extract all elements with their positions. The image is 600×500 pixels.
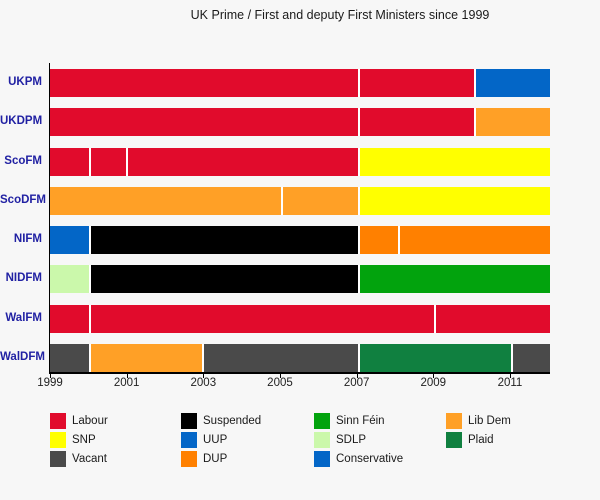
y-axis-line [49, 63, 50, 373]
axis-tick [126, 373, 128, 378]
row-label-ukpm: UKPM [8, 76, 42, 88]
segment-scofm-labour [90, 147, 127, 176]
segment-waldfm-vacant [511, 343, 551, 372]
chart-title: UK Prime / First and deputy First Minist… [190, 8, 490, 22]
legend-swatch-suspended [181, 413, 197, 429]
legend-swatch-snp [50, 432, 66, 448]
segment-divider [474, 108, 477, 137]
legend-label-sdlp: SDLP [336, 434, 367, 446]
legend-swatch-plaid [446, 432, 462, 448]
segment-divider [474, 69, 477, 97]
segment-divider [357, 265, 360, 294]
axis-tick-label: 2009 [420, 377, 447, 389]
segment-scodfm-libdem [50, 186, 282, 215]
segment-waldfm-vacant [203, 343, 359, 372]
legend-swatch-sinnfein [314, 413, 330, 429]
segment-ukdpm-libdem [475, 108, 551, 137]
segment-divider [397, 226, 400, 254]
segment-ukpm-labour [50, 69, 359, 97]
axis-tick [279, 373, 281, 378]
axis-tick-label: 2005 [267, 377, 293, 389]
segment-divider [89, 147, 92, 176]
segment-scofm-snp [358, 147, 551, 176]
row-label-scodfm: ScoDFM [0, 193, 46, 206]
row-label-waldfm: WalDFM [0, 350, 45, 363]
axis-tick [509, 373, 511, 378]
legend-label-uup: UUP [203, 434, 228, 446]
segment-divider [357, 108, 360, 137]
legend-swatch-dup [181, 451, 197, 467]
legend-label-libdem: Lib Dem [468, 415, 511, 427]
legend-swatch-sdlp [314, 432, 330, 448]
row-label-nifm: NIFM [13, 233, 42, 245]
segment-divider [89, 304, 92, 333]
legend-label-vacant: Vacant [72, 453, 107, 465]
legend-label-conservative: Conservative [336, 453, 404, 465]
segment-ukdpm-labour [358, 108, 476, 137]
segment-ukpm-labour [358, 69, 476, 97]
legend-swatch-uup [181, 432, 197, 448]
segment-nifm-dup [398, 226, 551, 254]
segment-scodfm-libdem [281, 186, 359, 215]
x-axis-line [49, 372, 551, 374]
segment-walfm-labour [435, 304, 551, 333]
segment-divider [434, 304, 437, 333]
segment-walfm-labour [50, 304, 91, 333]
legend-swatch-conservative [314, 451, 330, 467]
legend-swatch-vacant [50, 451, 66, 467]
segment-waldfm-libdem [90, 343, 204, 372]
legend-label-labour: Labour [72, 415, 108, 427]
segment-walfm-labour [90, 304, 436, 333]
segment-scodfm-snp [358, 186, 551, 215]
segment-ukpm-conservative [475, 69, 551, 97]
segment-nidfm-suspended [90, 265, 359, 294]
segment-nifm-suspended [90, 226, 359, 254]
segment-scofm-labour [126, 147, 359, 176]
legend-label-plaid: Plaid [468, 434, 494, 446]
segment-ukdpm-labour [50, 108, 359, 137]
axis-tick-label: 1999 [37, 377, 63, 389]
row-label-ukdpm: UKDPM [0, 115, 43, 128]
legend-swatch-libdem [446, 413, 462, 429]
axis-tick [50, 373, 51, 378]
row-label-scofm: ScoFM [4, 154, 42, 167]
segment-nifm-dup [358, 226, 399, 254]
axis-tick-label: 2003 [190, 377, 217, 389]
segment-divider [89, 343, 92, 372]
segment-divider [357, 186, 360, 215]
axis-tick [356, 373, 358, 378]
legend-label-sinnfein: Sinn Féin [336, 415, 385, 427]
axis-tick [433, 373, 435, 378]
segment-divider [357, 226, 360, 254]
segment-scofm-labour [50, 147, 91, 176]
segment-divider [202, 343, 205, 372]
row-label-nidfm: NIDFM [5, 272, 42, 285]
segment-divider [89, 265, 92, 294]
segment-nidfm-sinnfein [358, 265, 551, 294]
axis-tick [203, 373, 205, 378]
segment-divider [357, 69, 360, 97]
axis-tick-label: 2011 [497, 377, 523, 389]
segment-divider [357, 147, 360, 176]
segment-divider [89, 226, 92, 254]
segment-divider [125, 147, 128, 176]
segment-nidfm-sdlp [50, 265, 91, 294]
segment-divider [280, 186, 283, 215]
legend-swatch-labour [50, 413, 66, 429]
legend-label-dup: DUP [203, 453, 228, 465]
legend-label-suspended: Suspended [203, 415, 262, 427]
axis-tick-label: 2001 [113, 377, 140, 389]
axis-tick-label: 2007 [343, 377, 370, 389]
row-label-walfm: WalFM [5, 311, 42, 324]
segment-waldfm-vacant [50, 343, 91, 372]
segment-divider [357, 343, 360, 372]
legend-label-snp: SNP [72, 434, 96, 446]
segment-nifm-uup [50, 226, 91, 254]
segment-divider [510, 343, 513, 372]
segment-waldfm-plaid [358, 343, 512, 372]
